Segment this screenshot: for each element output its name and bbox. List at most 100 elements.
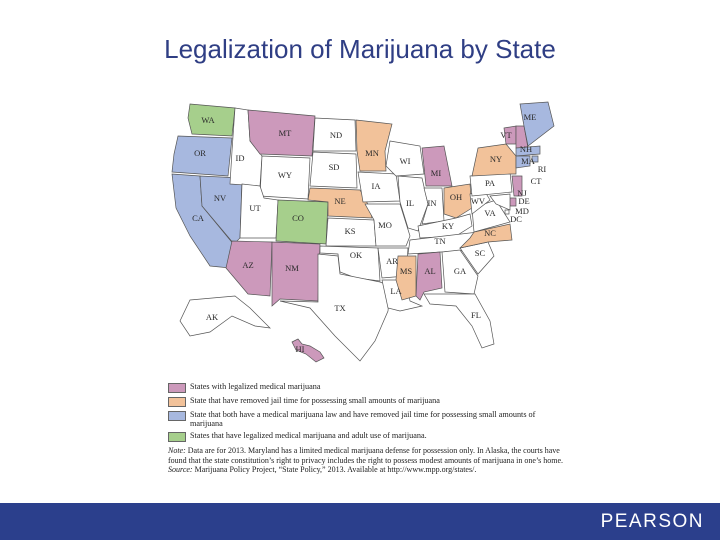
pearson-logo: PEARSON bbox=[600, 511, 704, 532]
state-label-mo: MO bbox=[378, 220, 392, 230]
state-ma bbox=[515, 145, 541, 157]
state-or bbox=[171, 135, 233, 177]
legend-swatch-both bbox=[168, 411, 186, 421]
state-label-nc: NC bbox=[484, 228, 496, 238]
state-ri bbox=[531, 155, 539, 163]
map-notes: Note: Data are for 2013. Maryland has a … bbox=[168, 446, 568, 475]
legend-label-medical: States with legalized medical marijuana bbox=[190, 382, 321, 391]
note-label: Note: bbox=[168, 446, 186, 455]
legend-label-jail-removed: State that have removed jail time for po… bbox=[190, 396, 440, 405]
state-label-mn: MN bbox=[365, 148, 379, 158]
state-label-sd: SD bbox=[329, 162, 340, 172]
state-label-co: CO bbox=[292, 213, 304, 223]
state-ak bbox=[179, 295, 271, 337]
state-label-me: ME bbox=[524, 112, 537, 122]
note-text: Data are for 2013. Maryland has a limite… bbox=[168, 446, 564, 465]
state-label-ct: CT bbox=[531, 176, 543, 186]
state-label-nv: NV bbox=[214, 193, 227, 203]
state-dc bbox=[504, 209, 510, 215]
state-label-ca: CA bbox=[192, 213, 205, 223]
state-label-ny: NY bbox=[490, 154, 502, 164]
state-label-mt: MT bbox=[279, 128, 293, 138]
source-text: Marijuana Policy Project, “State Policy,… bbox=[194, 465, 477, 474]
state-de bbox=[509, 197, 517, 207]
state-label-ma: MA bbox=[521, 156, 536, 166]
state-label-va: VA bbox=[484, 208, 496, 218]
state-label-wy: WY bbox=[278, 170, 292, 180]
state-nm bbox=[271, 241, 321, 307]
state-label-hi: HI bbox=[296, 344, 305, 354]
legend-item-medical: States with legalized medical marijuana bbox=[168, 382, 568, 393]
legend-swatch-medical-adult bbox=[168, 432, 186, 442]
legend-label-both: State that both have a medical marijuana… bbox=[190, 410, 536, 428]
state-al bbox=[415, 251, 443, 301]
state-ky bbox=[417, 213, 473, 239]
footer-bar: PEARSON bbox=[0, 503, 720, 540]
state-tx bbox=[279, 253, 391, 362]
state-me bbox=[519, 101, 555, 147]
note-line: Note: Data are for 2013. Maryland has a … bbox=[168, 446, 568, 465]
state-az bbox=[225, 240, 273, 297]
state-label-wi: WI bbox=[400, 156, 411, 166]
legend: States with legalized medical marijuana … bbox=[168, 382, 568, 445]
state-label-tn: TN bbox=[434, 236, 445, 246]
state-label-nh: NH bbox=[520, 144, 532, 154]
state-label-ut: UT bbox=[249, 203, 261, 213]
state-fl bbox=[423, 293, 495, 349]
state-label-dc: DC bbox=[510, 214, 522, 224]
us-map: WA OR CA NV ID MT WY UT CO AZ NM ND SD NE KS OK TX MN IA MO… bbox=[160, 96, 580, 376]
state-il bbox=[397, 175, 429, 232]
state-nj bbox=[511, 175, 523, 197]
source-line: Source: Marijuana Policy Project, “State… bbox=[168, 465, 568, 475]
state-label-nm: NM bbox=[285, 263, 299, 273]
legend-item-jail-removed: State that have removed jail time for po… bbox=[168, 396, 568, 407]
state-label-nd: ND bbox=[330, 130, 342, 140]
state-mi bbox=[421, 145, 453, 187]
legend-label-medical-adult: States that have legalized medical marij… bbox=[190, 431, 427, 440]
legend-item-both: State that both have a medical marijuana… bbox=[168, 410, 568, 428]
state-label-fl: FL bbox=[471, 310, 481, 320]
state-ms bbox=[395, 255, 417, 301]
source-label: Source: bbox=[168, 465, 193, 474]
state-label-la: LA bbox=[390, 286, 402, 296]
state-label-mi: MI bbox=[431, 168, 442, 178]
state-oh bbox=[443, 183, 473, 219]
legend-item-medical-adult: States that have legalized medical marij… bbox=[168, 431, 568, 442]
state-label-ar: AR bbox=[386, 256, 398, 266]
state-label-ky: KY bbox=[442, 221, 454, 231]
state-label-az: AZ bbox=[242, 260, 253, 270]
state-label-vt: VT bbox=[500, 130, 512, 140]
state-label-id: ID bbox=[236, 153, 245, 163]
state-label-al: AL bbox=[424, 266, 435, 276]
state-mo bbox=[364, 203, 411, 247]
state-md bbox=[489, 193, 511, 211]
state-ok bbox=[319, 245, 381, 282]
state-wa bbox=[187, 103, 236, 137]
state-hi bbox=[291, 338, 325, 363]
state-mt bbox=[247, 109, 316, 157]
state-ct bbox=[515, 155, 531, 169]
state-va bbox=[471, 199, 511, 233]
state-label-in: IN bbox=[428, 198, 437, 208]
state-label-tx: TX bbox=[334, 303, 345, 313]
slide-title: Legalization of Marijuana by State bbox=[164, 34, 556, 64]
state-label-ks: KS bbox=[345, 226, 356, 236]
state-wi bbox=[385, 140, 425, 177]
state-label-md: MD bbox=[515, 206, 529, 216]
state-label-de: DE bbox=[518, 196, 529, 206]
state-label-pa: PA bbox=[485, 178, 496, 188]
state-label-nj: NJ bbox=[517, 188, 527, 198]
state-label-ne: NE bbox=[334, 196, 345, 206]
state-label-ms: MS bbox=[400, 266, 413, 276]
state-label-wa: WA bbox=[201, 115, 215, 125]
state-label-wv: WV bbox=[471, 196, 486, 206]
state-nd bbox=[312, 117, 357, 152]
state-ga bbox=[441, 249, 479, 295]
state-mn bbox=[355, 119, 393, 172]
state-sd bbox=[309, 151, 358, 189]
state-label-sc: SC bbox=[475, 248, 486, 258]
legend-swatch-jail-removed bbox=[168, 397, 186, 407]
state-nc bbox=[458, 223, 513, 249]
legend-swatch-medical bbox=[168, 383, 186, 393]
state-label-ak: AK bbox=[206, 312, 219, 322]
